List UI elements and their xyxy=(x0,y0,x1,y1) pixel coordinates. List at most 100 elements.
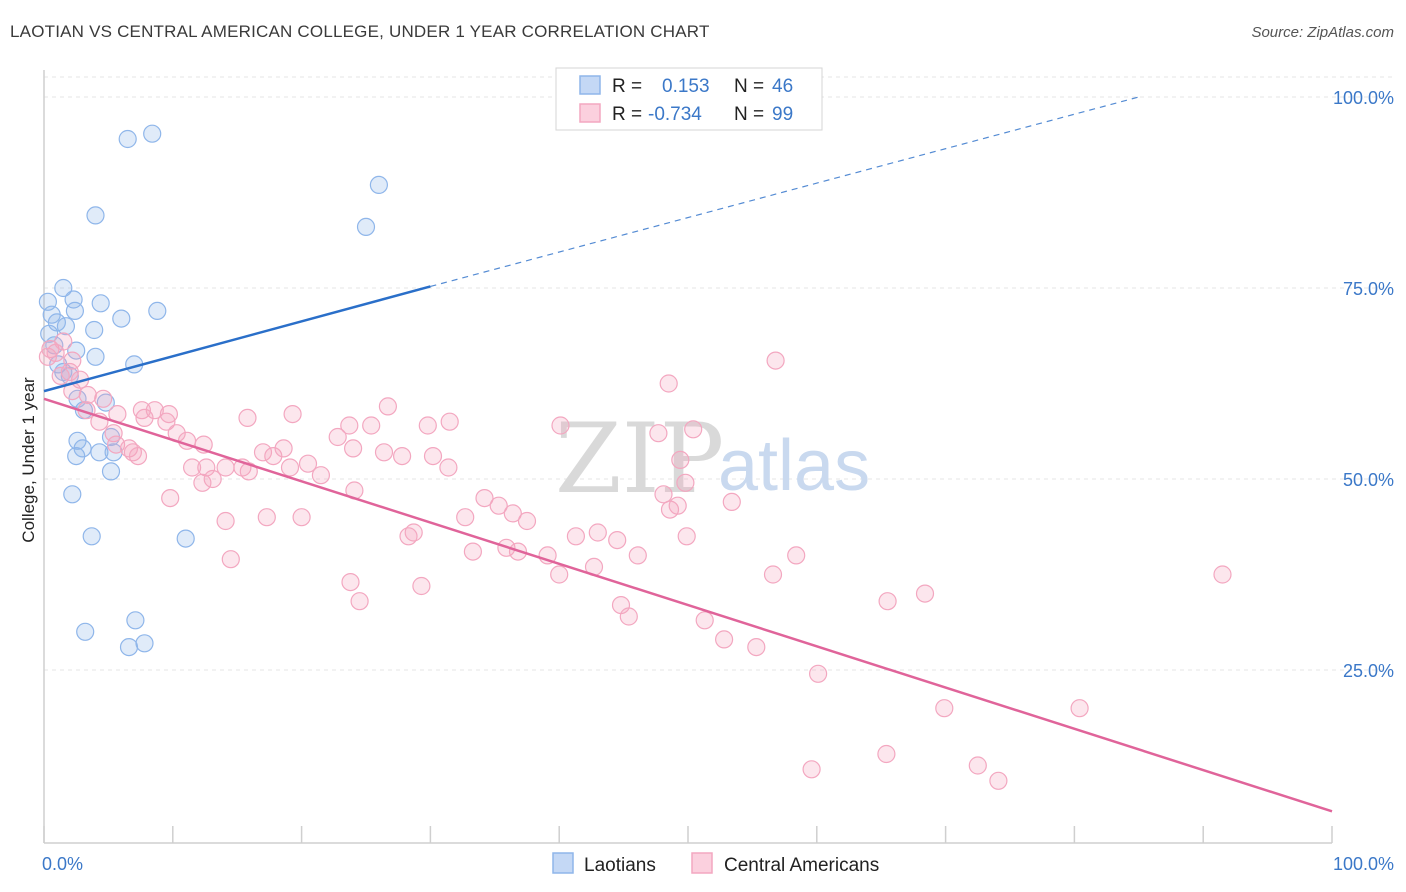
central-american-point xyxy=(46,343,65,362)
central-american-point xyxy=(393,447,412,466)
central-american-point xyxy=(989,771,1008,790)
central-american-point xyxy=(475,489,494,508)
laotian-point xyxy=(67,341,86,360)
central-american-point xyxy=(135,408,154,427)
central-american-point xyxy=(714,630,734,649)
central-american-point xyxy=(193,473,212,492)
central-american-point xyxy=(311,466,330,485)
central-american-point xyxy=(551,416,570,435)
legend-n-label-2: N = xyxy=(734,104,764,125)
laotian-point xyxy=(86,347,105,366)
central-american-point xyxy=(238,408,257,427)
central-american-point xyxy=(203,469,222,489)
laotian-point xyxy=(56,317,76,336)
central-american-point xyxy=(935,699,954,718)
central-american-point xyxy=(440,412,459,431)
laotian-point xyxy=(369,175,388,194)
legend-r-label-2: R = xyxy=(612,104,642,125)
laotian-point xyxy=(126,611,145,630)
y-tick-label: 75.0% xyxy=(1343,279,1394,299)
laotian-point xyxy=(176,529,195,548)
central-american-point xyxy=(877,744,896,764)
legend-swatch-central xyxy=(579,103,601,123)
central-american-point xyxy=(684,420,703,439)
bottom-legend: Laotians Central Americans xyxy=(552,852,879,876)
central-american-point xyxy=(649,424,668,443)
central-american-point xyxy=(221,550,240,569)
central-american-point xyxy=(216,511,235,531)
bottom-legend-central: Central Americans xyxy=(724,855,879,876)
central-american-point xyxy=(104,424,123,443)
central-american-point xyxy=(763,565,783,584)
central-american-point xyxy=(808,664,828,683)
central-american-point xyxy=(128,447,148,466)
laotians-trend-extension xyxy=(430,96,1139,288)
central-american-point xyxy=(878,592,897,611)
central-american-point xyxy=(423,447,443,466)
central-american-point xyxy=(676,473,695,492)
laotian-point xyxy=(63,485,82,504)
central-american-point xyxy=(328,427,347,447)
central-american-point xyxy=(253,443,273,462)
central-american-point xyxy=(412,576,431,596)
central-american-point xyxy=(292,508,311,527)
central-american-point xyxy=(766,351,785,370)
central-american-point xyxy=(94,389,113,408)
central-american-point xyxy=(283,405,302,424)
legend-r-value-2: -0.734 xyxy=(648,104,702,125)
laotian-point xyxy=(65,301,85,320)
legend-n-label-1: N = xyxy=(734,76,764,97)
laotian-point xyxy=(101,462,121,481)
y-tick-label: 25.0% xyxy=(1343,661,1394,681)
chart-source: Source: ZipAtlas.com xyxy=(1251,24,1394,41)
central-american-point xyxy=(722,492,741,511)
laotian-point xyxy=(148,301,167,320)
laotian-point xyxy=(76,622,95,641)
legend-swatch-laotians xyxy=(579,75,601,95)
central-american-point xyxy=(157,412,176,431)
central-american-point xyxy=(197,458,216,477)
laotian-point xyxy=(90,443,109,462)
central-americans-points xyxy=(38,332,1232,790)
central-american-point xyxy=(747,637,766,657)
central-american-point xyxy=(399,527,418,546)
central-american-point xyxy=(344,439,363,458)
laotian-point xyxy=(85,320,104,340)
bottom-legend-swatch-laotians xyxy=(552,852,574,874)
x-tick-label-max: 100.0% xyxy=(1333,854,1394,874)
central-american-point xyxy=(566,527,586,546)
central-american-point xyxy=(802,760,821,779)
central-american-point xyxy=(298,454,318,473)
legend-r-label-1: R = xyxy=(612,76,642,97)
central-americans-trend-line xyxy=(43,397,1333,813)
y-tick-label: 50.0% xyxy=(1343,470,1394,490)
x-tick-label-min: 0.0% xyxy=(42,854,83,874)
y-tick-labels: 100.0% 75.0% 50.0% 25.0% xyxy=(1333,88,1394,681)
central-american-point xyxy=(654,485,673,504)
gridlines xyxy=(44,76,1394,671)
central-american-point xyxy=(588,523,607,542)
central-american-point xyxy=(257,508,276,527)
laotian-point xyxy=(118,129,137,149)
laotian-point xyxy=(91,294,110,313)
central-american-point xyxy=(1070,699,1089,718)
central-american-point xyxy=(489,496,508,515)
laotian-point xyxy=(40,324,59,343)
central-american-point xyxy=(378,397,397,416)
trend-lines xyxy=(43,96,1333,813)
legend-r-value-1: 0.153 xyxy=(662,76,710,97)
central-american-point xyxy=(51,366,70,385)
central-american-point xyxy=(264,447,283,466)
central-american-point xyxy=(628,546,647,565)
laotian-point xyxy=(86,206,105,225)
central-american-point xyxy=(60,362,79,382)
central-american-point xyxy=(274,439,293,458)
central-american-point xyxy=(350,592,369,611)
watermark-zip: ZIP xyxy=(555,403,724,515)
central-american-point xyxy=(968,756,987,775)
y-tick-label: 100.0% xyxy=(1333,88,1394,108)
central-american-point xyxy=(503,504,522,523)
central-american-point xyxy=(362,416,381,435)
laotians-trend-line xyxy=(43,285,431,393)
